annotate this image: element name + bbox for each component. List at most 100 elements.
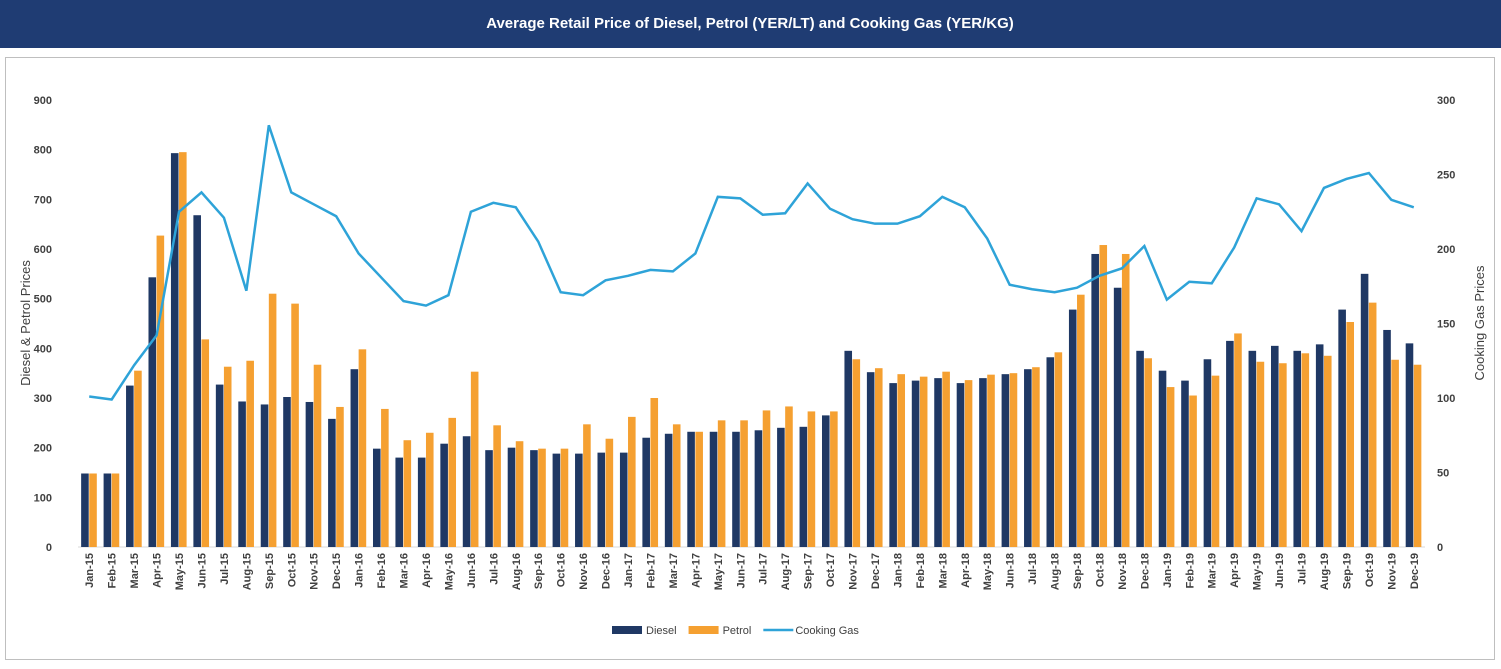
x-tick-label: Mar-16 — [399, 553, 411, 588]
x-tick-label: Sep-19 — [1341, 553, 1353, 589]
bar — [672, 424, 681, 547]
x-tick-label: Jan-15 — [84, 553, 96, 588]
bar — [1032, 367, 1040, 547]
bar — [1054, 352, 1063, 547]
x-tick-label: Dec-17 — [870, 553, 882, 589]
bar — [987, 374, 995, 547]
bar — [979, 378, 987, 547]
x-tick-label: Dec-16 — [601, 553, 613, 589]
y2-tick-label: 150 — [1437, 319, 1455, 331]
bar — [1293, 350, 1302, 547]
bar — [305, 401, 314, 547]
x-tick-label: Jul-18 — [1027, 553, 1039, 585]
bar — [238, 401, 246, 547]
y-tick-label: 700 — [34, 194, 52, 206]
bar — [1226, 340, 1234, 547]
bar — [919, 376, 928, 547]
x-tick-label: Jun-17 — [735, 553, 747, 588]
bar — [1338, 309, 1346, 547]
x-tick-label: Apr-17 — [690, 553, 702, 588]
bar — [583, 424, 591, 547]
bar — [350, 369, 359, 547]
bar — [336, 406, 344, 547]
bar — [530, 450, 538, 547]
x-tick-label: Dec-18 — [1139, 553, 1151, 589]
x-tick-label: Sep-18 — [1072, 553, 1084, 589]
bar — [807, 411, 816, 547]
bar — [395, 457, 404, 547]
y-axis-label: Diesel & Petrol Prices — [18, 260, 33, 386]
x-tick-label: Jun-16 — [466, 553, 478, 588]
y2-tick-label: 250 — [1437, 170, 1455, 182]
bar — [1046, 357, 1055, 547]
legend-swatch — [688, 626, 719, 634]
bar — [889, 383, 897, 547]
bar — [1270, 345, 1279, 547]
bar — [201, 339, 210, 547]
bar — [1091, 253, 1099, 547]
bar — [1383, 329, 1391, 547]
bar — [934, 378, 942, 547]
bar — [1121, 253, 1130, 547]
x-tick-label: Aug-16 — [511, 553, 523, 590]
bar — [964, 380, 973, 547]
bar — [642, 437, 650, 547]
bar — [328, 418, 336, 547]
bar — [246, 360, 254, 547]
x-tick-label: Oct-18 — [1094, 553, 1106, 587]
bar — [1323, 355, 1332, 547]
x-tick-label: Feb-16 — [376, 553, 388, 588]
x-tick-label: Jan-17 — [623, 553, 635, 588]
bar — [372, 448, 381, 547]
bar — [605, 438, 614, 547]
x-tick-label: Mar-19 — [1207, 553, 1219, 588]
x-tick-label: Apr-19 — [1229, 553, 1241, 588]
x-tick-label: Oct-17 — [825, 553, 837, 587]
x-tick-label: Nov-15 — [309, 553, 321, 590]
x-tick-label: May-16 — [443, 553, 455, 590]
bar — [821, 415, 830, 547]
x-tick-label: Apr-18 — [960, 553, 972, 588]
bar — [381, 408, 389, 547]
bar — [695, 431, 703, 547]
bar — [1368, 302, 1377, 547]
x-tick-label: Oct-19 — [1364, 553, 1376, 587]
bar — [1279, 363, 1287, 547]
y-tick-label: 400 — [34, 343, 52, 355]
bar — [485, 450, 493, 547]
bar — [1203, 359, 1212, 547]
y2-tick-label: 0 — [1437, 542, 1443, 554]
bar — [709, 431, 718, 547]
bar — [493, 425, 501, 547]
bar — [628, 416, 636, 547]
x-tick-label: Nov-18 — [1117, 553, 1129, 590]
bar — [417, 457, 426, 547]
x-tick-label: Jul-16 — [488, 553, 500, 585]
bar — [215, 384, 224, 547]
bar — [148, 277, 157, 547]
bar — [291, 303, 299, 547]
x-tick-label: Apr-16 — [421, 553, 433, 588]
bar — [223, 366, 232, 547]
bar — [440, 443, 448, 547]
x-tick-label: May-17 — [713, 553, 725, 590]
bar — [425, 432, 434, 547]
bar — [717, 420, 726, 547]
x-tick-label: Sep-15 — [264, 553, 276, 589]
y2-axis-label: Cooking Gas Prices — [1472, 265, 1487, 380]
bar — [1211, 375, 1220, 547]
x-tick-label: Jul-19 — [1297, 553, 1309, 585]
x-tick-label: Mar-18 — [937, 553, 949, 588]
x-tick-label: Oct-15 — [286, 553, 298, 587]
bar — [785, 406, 793, 547]
x-tick-label: Oct-16 — [556, 553, 568, 587]
x-tick-label: Aug-19 — [1319, 553, 1331, 590]
bar — [1346, 322, 1355, 547]
bar — [283, 397, 291, 547]
bar — [575, 453, 583, 547]
bar — [942, 371, 950, 547]
bar — [515, 441, 524, 547]
bar — [1158, 370, 1167, 547]
y-tick-label: 100 — [34, 492, 52, 504]
